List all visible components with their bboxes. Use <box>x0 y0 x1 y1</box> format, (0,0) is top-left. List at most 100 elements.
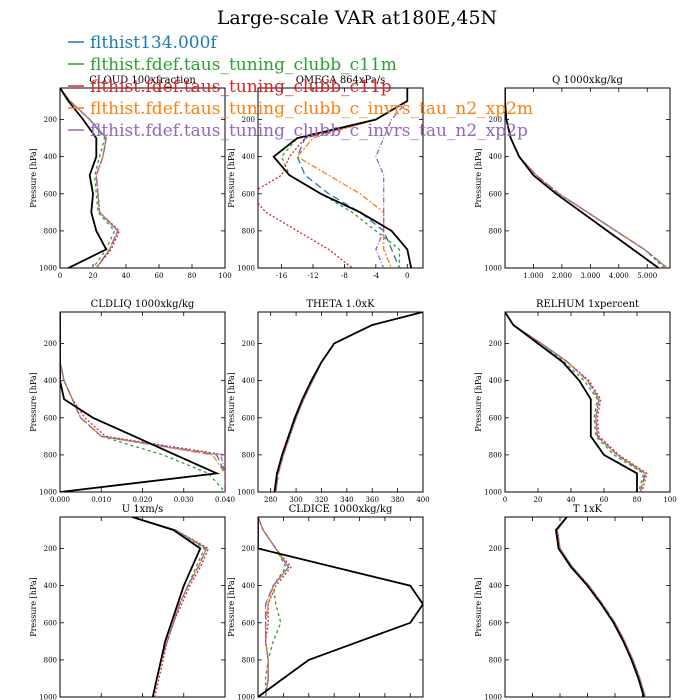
series-line-1 <box>60 312 225 492</box>
y-tick-label: 200 <box>44 116 57 124</box>
y-tick-label: 400 <box>242 582 255 590</box>
y-tick-label: 200 <box>242 116 255 124</box>
y-tick-label: 200 <box>242 340 255 348</box>
x-tick-label: 280 <box>264 496 277 504</box>
y-tick-label: 600 <box>44 414 57 422</box>
y-tick-label: 400 <box>489 582 502 590</box>
x-tick-label: 300 <box>289 496 302 504</box>
x-tick-label: 0 <box>58 272 62 280</box>
panel-lines <box>505 312 648 492</box>
legend-entry: flthist134.000f <box>90 33 218 53</box>
y-tick-label: 800 <box>242 227 255 235</box>
control-line <box>60 312 221 492</box>
panel-lines <box>273 312 423 492</box>
x-tick-label: 380 <box>391 496 404 504</box>
panel-title: CLDLIQ 1000xkg/kg <box>91 299 195 310</box>
series-line-2 <box>275 312 423 492</box>
series-line-3 <box>258 517 292 697</box>
panel-title: OMEGA 864xPa/s <box>296 75 386 86</box>
panel-frame <box>59 87 226 269</box>
control-line <box>131 517 202 697</box>
series-line-4 <box>60 312 225 492</box>
series-line-3 <box>132 517 210 697</box>
series-line-5 <box>258 517 290 697</box>
y-tick-label: 200 <box>489 545 502 553</box>
x-tick-label: 340 <box>340 496 353 504</box>
x-tick-label: 2.000 <box>552 272 572 280</box>
y-tick-label: 1000 <box>39 489 57 497</box>
y-tick-label: 1000 <box>39 265 57 273</box>
control-line <box>554 517 645 697</box>
y-tick-label: 800 <box>242 451 255 459</box>
series-line-5 <box>556 517 646 697</box>
series-line-5 <box>60 88 119 268</box>
series-line-1 <box>505 312 647 492</box>
y-tick-label: 600 <box>44 190 57 198</box>
panel-2: 200 400 600 800 1000 1.000 2.000 3.000 4.000 5.00… <box>474 75 671 280</box>
panel-frame <box>59 311 226 493</box>
series-line-1 <box>275 312 423 492</box>
y-axis-label: Pressure [hPa] <box>474 577 483 637</box>
y-tick-label: 600 <box>44 619 57 627</box>
series-line-3 <box>505 312 648 492</box>
y-tick-label: 1000 <box>484 265 502 273</box>
y-tick-label: 400 <box>489 153 502 161</box>
legend-entry: flthist.fdef.taus_tuning_clubb_c11m <box>90 55 397 75</box>
x-tick-label: 80 <box>188 272 197 280</box>
y-axis-label: Pressure [hPa] <box>474 372 483 432</box>
y-tick-label: 1000 <box>237 694 255 700</box>
legend-entry: flthist.fdef.taus_tuning_clubb_c_invrs_t… <box>90 121 528 141</box>
y-tick-label: 1000 <box>39 694 57 700</box>
panel-title: THETA 1.0xK <box>306 299 375 310</box>
panel-title: U 1xm/s <box>122 504 164 515</box>
control-line <box>505 312 638 492</box>
legend: flthist134.000fflthist.fdef.taus_tuning_… <box>68 33 533 141</box>
panel-lines <box>258 88 413 268</box>
panel-title: Q 1000xkg/kg <box>552 75 623 86</box>
x-tick-label: 5.000 <box>637 272 657 280</box>
y-axis-label: Pressure [hPa] <box>227 148 236 208</box>
y-tick-label: 800 <box>242 656 255 664</box>
y-tick-label: 600 <box>489 619 502 627</box>
x-tick-label: 400 <box>416 496 429 504</box>
x-tick-label: 0 <box>405 272 409 280</box>
y-tick-label: 200 <box>44 340 57 348</box>
panel-8: 2004006008001000180200220240260280300Pre… <box>474 504 671 700</box>
y-tick-label: 400 <box>489 377 502 385</box>
x-tick-label: 0.000 <box>50 496 70 504</box>
series-line-4 <box>258 517 290 697</box>
panel-4: 200 400 600 800 1000 280 300 320 340 360 380 400 Pre… <box>227 299 430 504</box>
series-line-4 <box>556 517 646 697</box>
series-line-2 <box>556 517 646 697</box>
panel-lines <box>554 517 646 697</box>
x-tick-label: 3.000 <box>580 272 600 280</box>
x-tick-label: 0.010 <box>91 496 111 504</box>
panel-lines <box>131 517 210 697</box>
x-tick-label: 40 <box>567 496 576 504</box>
x-tick-label: 0.040 <box>215 496 235 504</box>
y-axis-label: Pressure [hPa] <box>29 372 38 432</box>
y-tick-label: 400 <box>242 377 255 385</box>
panel-title: RELHUM 1xpercent <box>536 299 639 310</box>
x-tick-label: -8 <box>341 272 348 280</box>
y-tick-label: 400 <box>242 153 255 161</box>
panel-lines <box>258 517 423 697</box>
legend-entry: flthist.fdef.taus_tuning_clubb_c_invrs_t… <box>90 99 533 119</box>
series-line-3 <box>275 312 423 492</box>
control-line <box>505 88 660 268</box>
y-axis-label: Pressure [hPa] <box>227 577 236 637</box>
series-line-5 <box>505 312 647 492</box>
series-line-4 <box>275 312 423 492</box>
y-tick-label: 200 <box>242 545 255 553</box>
y-tick-label: 800 <box>44 451 57 459</box>
y-tick-label: 800 <box>489 656 502 664</box>
series-line-2 <box>258 517 287 697</box>
x-tick-label: 0 <box>503 496 507 504</box>
x-tick-label: 0.020 <box>132 496 152 504</box>
y-tick-label: 1000 <box>484 489 502 497</box>
x-tick-label: 4.000 <box>609 272 629 280</box>
y-axis-label: Pressure [hPa] <box>29 577 38 637</box>
panel-title: CLDICE 1000xkg/kg <box>289 504 393 515</box>
panel-frame <box>257 87 424 269</box>
